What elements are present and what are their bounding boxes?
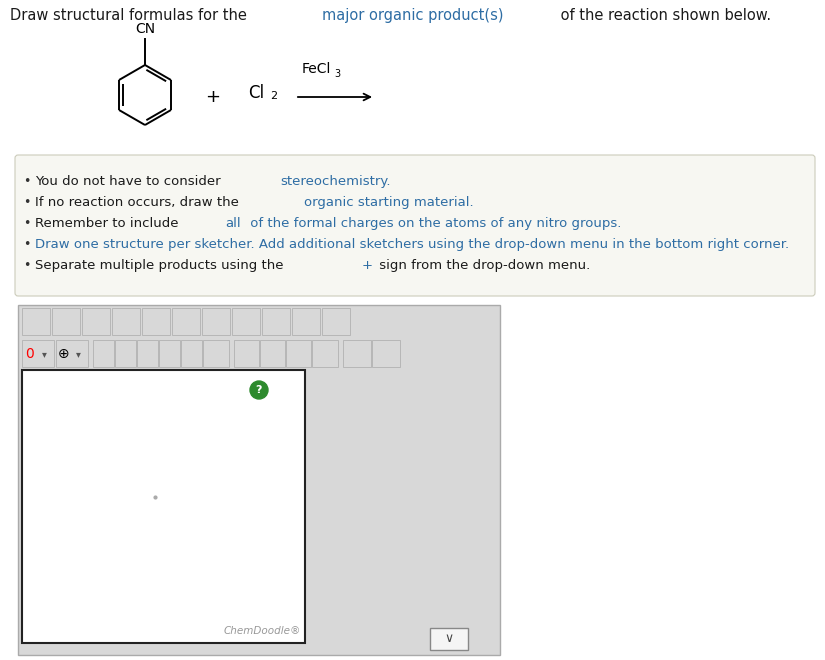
Text: 3: 3 <box>334 69 340 79</box>
Bar <box>112 308 140 335</box>
Bar <box>286 340 311 367</box>
Bar <box>203 340 229 367</box>
Text: Remember to include: Remember to include <box>35 217 183 230</box>
Bar <box>202 308 230 335</box>
Bar <box>181 340 202 367</box>
Bar <box>322 308 350 335</box>
Text: ▾: ▾ <box>76 349 81 359</box>
Text: If no reaction occurs, draw the: If no reaction occurs, draw the <box>35 196 243 209</box>
Text: +: + <box>361 259 372 272</box>
Bar <box>82 308 110 335</box>
Bar <box>343 340 371 367</box>
Text: major organic product(s): major organic product(s) <box>322 8 503 23</box>
Text: Draw one structure per sketcher. Add additional sketchers using the drop-down me: Draw one structure per sketcher. Add add… <box>35 238 790 251</box>
Text: all: all <box>226 217 241 230</box>
Bar <box>172 308 200 335</box>
Text: stereochemistry.: stereochemistry. <box>280 175 390 188</box>
Text: ▾: ▾ <box>41 349 46 359</box>
Bar <box>430 628 468 650</box>
Bar <box>312 340 338 367</box>
Bar <box>142 308 170 335</box>
Bar <box>262 308 290 335</box>
Text: +: + <box>205 88 220 106</box>
Text: You do not have to consider: You do not have to consider <box>35 175 225 188</box>
Bar <box>137 340 158 367</box>
Bar <box>232 308 260 335</box>
Text: 2: 2 <box>270 91 277 101</box>
Bar <box>115 340 136 367</box>
Text: CN: CN <box>135 22 155 36</box>
Bar <box>159 340 180 367</box>
Circle shape <box>250 381 268 399</box>
Text: ChemDoodle®: ChemDoodle® <box>224 626 301 636</box>
Text: of the formal charges on the atoms of any nitro groups.: of the formal charges on the atoms of an… <box>246 217 621 230</box>
Text: Separate multiple products using the: Separate multiple products using the <box>35 259 288 272</box>
Bar <box>260 340 285 367</box>
Text: ?: ? <box>256 385 262 395</box>
Text: sign from the drop-down menu.: sign from the drop-down menu. <box>375 259 591 272</box>
Text: •: • <box>23 217 31 230</box>
Bar <box>22 308 50 335</box>
Bar <box>56 340 88 367</box>
Text: FeCl: FeCl <box>302 62 332 76</box>
Bar <box>18 305 500 655</box>
Text: Cl: Cl <box>248 84 264 102</box>
Bar <box>234 340 259 367</box>
Text: •: • <box>23 175 31 188</box>
Text: •: • <box>23 238 31 251</box>
Text: •: • <box>23 259 31 272</box>
Bar <box>93 340 114 367</box>
Text: •: • <box>23 196 31 209</box>
Text: Draw structural formulas for the: Draw structural formulas for the <box>10 8 252 23</box>
Bar <box>22 370 305 643</box>
Text: of the reaction shown below.: of the reaction shown below. <box>556 8 771 23</box>
Bar <box>22 340 54 367</box>
Text: ∨: ∨ <box>445 632 454 645</box>
Bar <box>372 340 400 367</box>
Bar <box>52 308 80 335</box>
Bar <box>292 308 320 335</box>
Text: 0: 0 <box>26 347 35 361</box>
Text: organic starting material.: organic starting material. <box>304 196 474 209</box>
Text: ⊕: ⊕ <box>59 347 70 361</box>
FancyBboxPatch shape <box>15 155 815 296</box>
